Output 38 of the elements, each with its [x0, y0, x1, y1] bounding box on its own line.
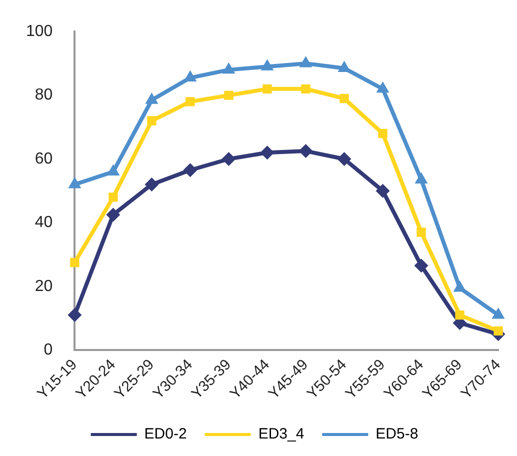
point [224, 90, 234, 100]
point [262, 84, 272, 94]
point [222, 152, 236, 166]
y-tick-label: 20 [34, 278, 53, 295]
point [298, 144, 313, 158]
point [455, 310, 464, 320]
legend-label: ED0-2 [144, 426, 187, 443]
y-tick-label: 100 [26, 23, 53, 40]
point [378, 128, 388, 138]
y-tick-label: 60 [34, 150, 53, 168]
point [184, 70, 197, 82]
point [70, 258, 80, 268]
point [376, 184, 390, 198]
point [414, 258, 428, 273]
point [183, 163, 198, 178]
point [416, 228, 426, 237]
point [145, 92, 158, 104]
point [68, 308, 82, 322]
point [106, 208, 120, 222]
point [337, 152, 352, 166]
y-tick-label: 80 [34, 86, 53, 104]
legend-label: ED3_4 [258, 426, 304, 443]
y-tick-label: 0 [44, 341, 53, 358]
point [144, 177, 159, 192]
point [260, 146, 274, 160]
point [494, 326, 503, 336]
point [222, 62, 236, 74]
point [260, 59, 274, 70]
point [340, 94, 349, 104]
point [338, 60, 351, 72]
point [301, 84, 310, 94]
legend-label: ED5-8 [376, 426, 418, 443]
point [186, 97, 195, 106]
point [108, 192, 118, 202]
y-tick-label: 40 [34, 214, 53, 232]
point [147, 116, 156, 126]
point [376, 81, 390, 93]
point [299, 56, 312, 68]
